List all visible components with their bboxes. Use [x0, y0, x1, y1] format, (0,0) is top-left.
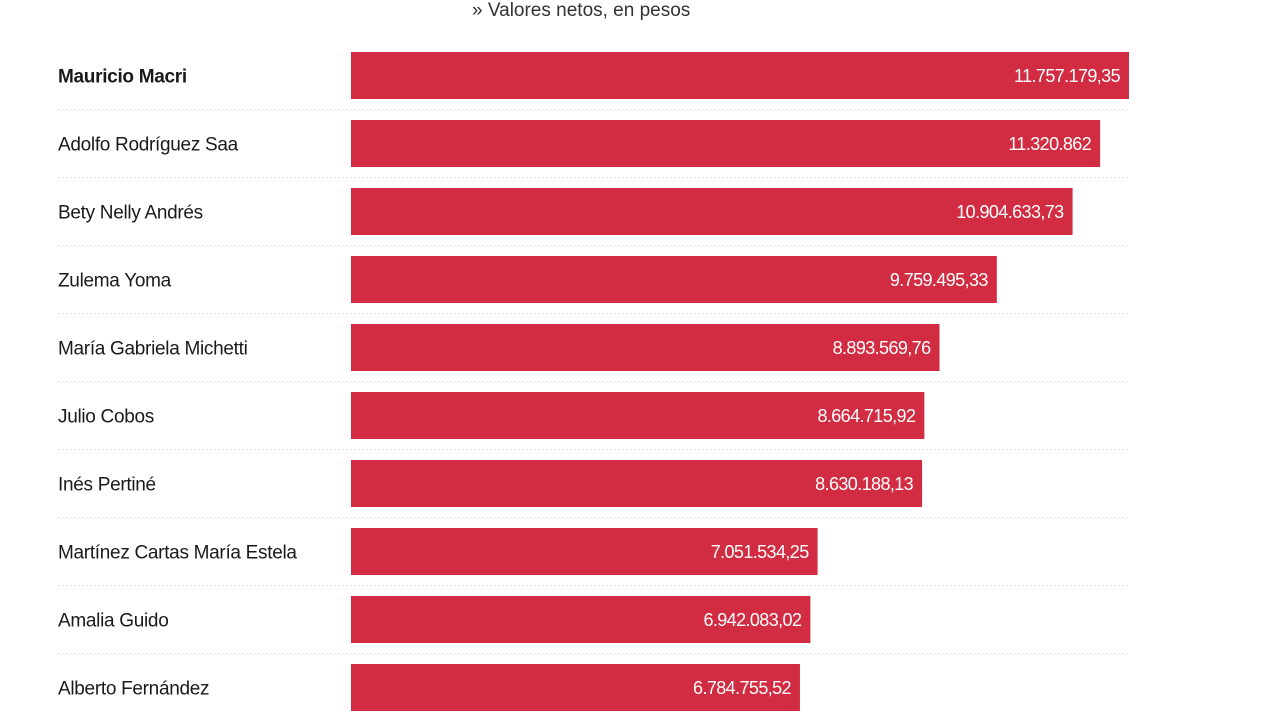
value-label: 8.664.715,92: [817, 406, 915, 426]
chart-subtitle: » Valores netos, en pesos: [472, 0, 690, 22]
value-label: 10.904.633,73: [956, 202, 1064, 222]
bar: [351, 392, 925, 439]
subtitle-bullet: »: [472, 0, 483, 21]
category-label: Julio Cobos: [58, 407, 154, 428]
subtitle-text: Valores netos, en pesos: [487, 0, 691, 21]
value-label: 6.942.083,02: [703, 610, 801, 630]
bar: [351, 120, 1101, 167]
value-label: 8.630.188,13: [815, 474, 913, 494]
category-label: María Gabriela Michetti: [58, 339, 248, 360]
category-label: Inés Pertiné: [58, 475, 156, 496]
value-label: 7.051.534,25: [711, 542, 809, 562]
value-label: 8.893.569,76: [833, 338, 931, 358]
bar: [351, 324, 940, 371]
value-label: 9.759.495,33: [890, 270, 988, 290]
bar: [351, 460, 923, 507]
category-label: Mauricio Macri: [58, 67, 187, 88]
bar: [351, 528, 818, 575]
bar: [351, 664, 800, 711]
category-label: Amalia Guido: [58, 611, 168, 632]
category-label: Zulema Yoma: [58, 271, 172, 292]
value-label: 11.757.179,35: [1014, 66, 1121, 86]
category-label: Bety Nelly Andrés: [58, 203, 203, 224]
category-label: Alberto Fernández: [58, 679, 209, 700]
value-label: 6.784.755,52: [693, 678, 791, 698]
bar: [351, 188, 1073, 235]
value-label: 11.320.862: [1008, 134, 1091, 154]
category-label: Martínez Cartas María Estela: [58, 543, 297, 564]
bar: [351, 596, 811, 643]
bar: [351, 256, 997, 303]
bar: [351, 52, 1129, 99]
category-label: Adolfo Rodríguez Saa: [58, 135, 239, 156]
